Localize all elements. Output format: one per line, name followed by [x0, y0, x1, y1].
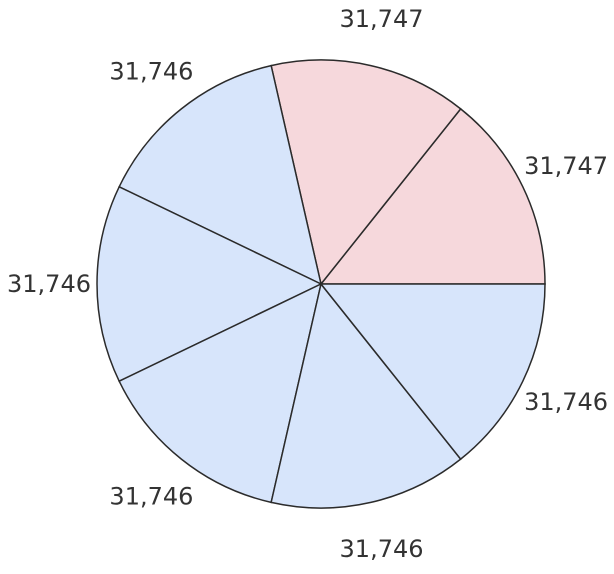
pie-slice-5	[118, 282, 323, 504]
pie-slice-label-1: 31,747	[524, 152, 608, 180]
pie-slice-2	[270, 59, 462, 286]
pie-slice-label-7: 31,746	[524, 388, 608, 416]
pie-slice-3	[118, 64, 323, 286]
pie-slices	[96, 59, 546, 509]
pie-slice-label-3: 31,746	[109, 57, 193, 85]
pie-slice-label-5: 31,746	[109, 483, 193, 511]
pie-slice-1	[319, 107, 546, 285]
pie-slice-6	[270, 282, 462, 509]
pie-slice-label-4: 31,746	[7, 270, 91, 298]
pie-slice-label-2: 31,747	[340, 5, 424, 33]
pie-slice-label-6: 31,746	[340, 535, 424, 563]
pie-labels: 31,747 31,747 31,746 31,746 31,746 31,746 31,7…	[7, 5, 608, 563]
pie-slice-4	[96, 185, 323, 383]
pie-slice-7	[319, 283, 546, 461]
